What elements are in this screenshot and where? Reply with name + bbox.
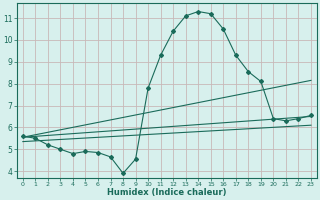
X-axis label: Humidex (Indice chaleur): Humidex (Indice chaleur) — [107, 188, 227, 197]
